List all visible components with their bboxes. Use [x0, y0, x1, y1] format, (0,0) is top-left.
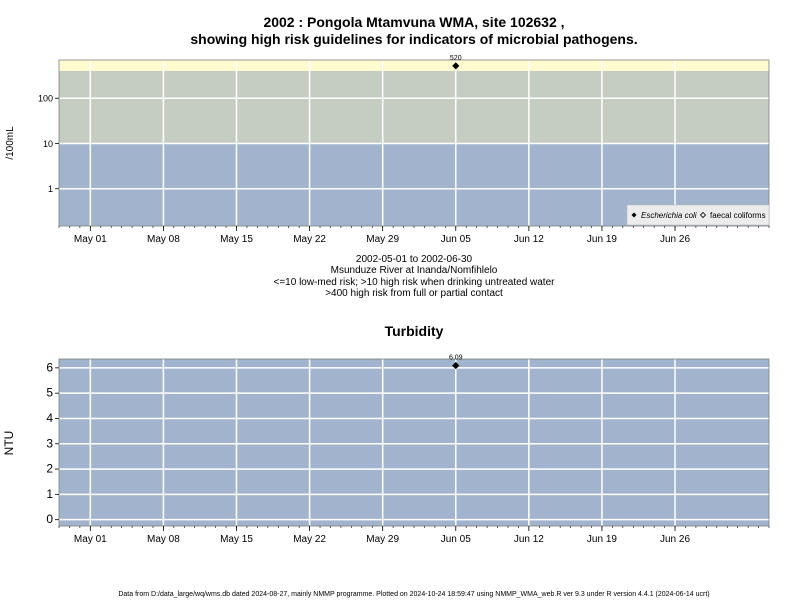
x-axis: May 01 May 08 May 15 May 22 May 29 Jun 05 Jun … [58, 226, 770, 245]
y-axis: 0 1 2 3 4 5 6 [46, 360, 59, 526]
guideline-bands [59, 60, 769, 226]
y-tick-label: 100 [38, 94, 53, 104]
x-tick-label: May 22 [293, 534, 326, 545]
x-tick-label: Jun 05 [441, 234, 471, 245]
data-markers: 520 [450, 55, 462, 70]
x-tick-label: Jun 12 [514, 534, 544, 545]
y-tick-label: 3 [46, 436, 53, 450]
x-tick-label: May 01 [74, 534, 107, 545]
x-tick-label: May 29 [366, 234, 399, 245]
x-tick-label: May 22 [293, 234, 326, 245]
data-markers: 6.09 [449, 355, 463, 370]
data-point [452, 62, 460, 70]
x-tick-label: May 01 [74, 234, 107, 245]
legend: Escherichia coli faecal coliforms [626, 204, 770, 226]
plot-area-background [59, 359, 769, 526]
y-axis-label: NTU [2, 431, 16, 456]
x-tick-label: Jun 19 [587, 534, 617, 545]
guideline-band [59, 70, 769, 144]
legend-marker-ecoli [631, 212, 637, 218]
data-point [452, 362, 460, 370]
y-tick-label: 0 [46, 512, 53, 526]
footer-note: Data from D:/data_large/wq/wms.db dated … [118, 591, 709, 598]
data-label: 6.09 [449, 355, 463, 362]
x-axis: May 01 May 08 May 15 May 22 May 29 Jun 05 Jun … [58, 526, 770, 545]
grid-lines [59, 359, 769, 526]
x-tick-label: Jun 05 [441, 534, 471, 545]
x-tick-label: May 08 [147, 534, 180, 545]
x-tick-label: Jun 26 [660, 234, 690, 245]
legend-label-faecal: faecal coliforms [710, 211, 766, 220]
x-tick-label: Jun 19 [587, 234, 617, 245]
data-label: 520 [450, 55, 462, 62]
legend-marker-faecal [699, 211, 707, 219]
y-tick-label: 2 [46, 462, 53, 476]
y-tick-label: 4 [46, 411, 53, 425]
x-tick-label: May 29 [366, 534, 399, 545]
legend-label-ecoli: Escherichia coli [641, 211, 697, 220]
guideline-band [59, 60, 769, 71]
caption-site: Msunduze River at Inanda/Nomfihlelo [331, 265, 498, 276]
caption-guideline-low: <=10 low-med risk; >10 high risk when dr… [274, 277, 556, 288]
x-tick-label: May 08 [147, 234, 180, 245]
x-tick-label: May 15 [220, 234, 253, 245]
grid-lines [59, 60, 769, 226]
y-tick-label: 6 [46, 360, 53, 374]
legend-box [626, 204, 770, 226]
y-tick-label: 10 [43, 139, 53, 149]
y-tick-label: 5 [46, 386, 53, 400]
caption-guideline-high: >400 high risk from full or partial cont… [325, 288, 503, 299]
x-tick-label: Jun 26 [660, 534, 690, 545]
x-tick-label: May 15 [220, 534, 253, 545]
y-axis-label: /100mL [5, 126, 16, 160]
chart-title-line2: showing high risk guidelines for indicat… [190, 31, 637, 47]
x-tick-label: Jun 12 [514, 234, 544, 245]
chart-title-line1: 2002 : Pongola Mtamvuna WMA, site 102632… [263, 14, 564, 30]
y-tick-label: 1 [46, 487, 53, 501]
y-axis: 1 10 100 [38, 94, 59, 194]
caption-date-range: 2002-05-01 to 2002-06-30 [356, 254, 473, 265]
turbidity-title: Turbidity [385, 323, 444, 339]
y-tick-label: 1 [48, 184, 53, 194]
